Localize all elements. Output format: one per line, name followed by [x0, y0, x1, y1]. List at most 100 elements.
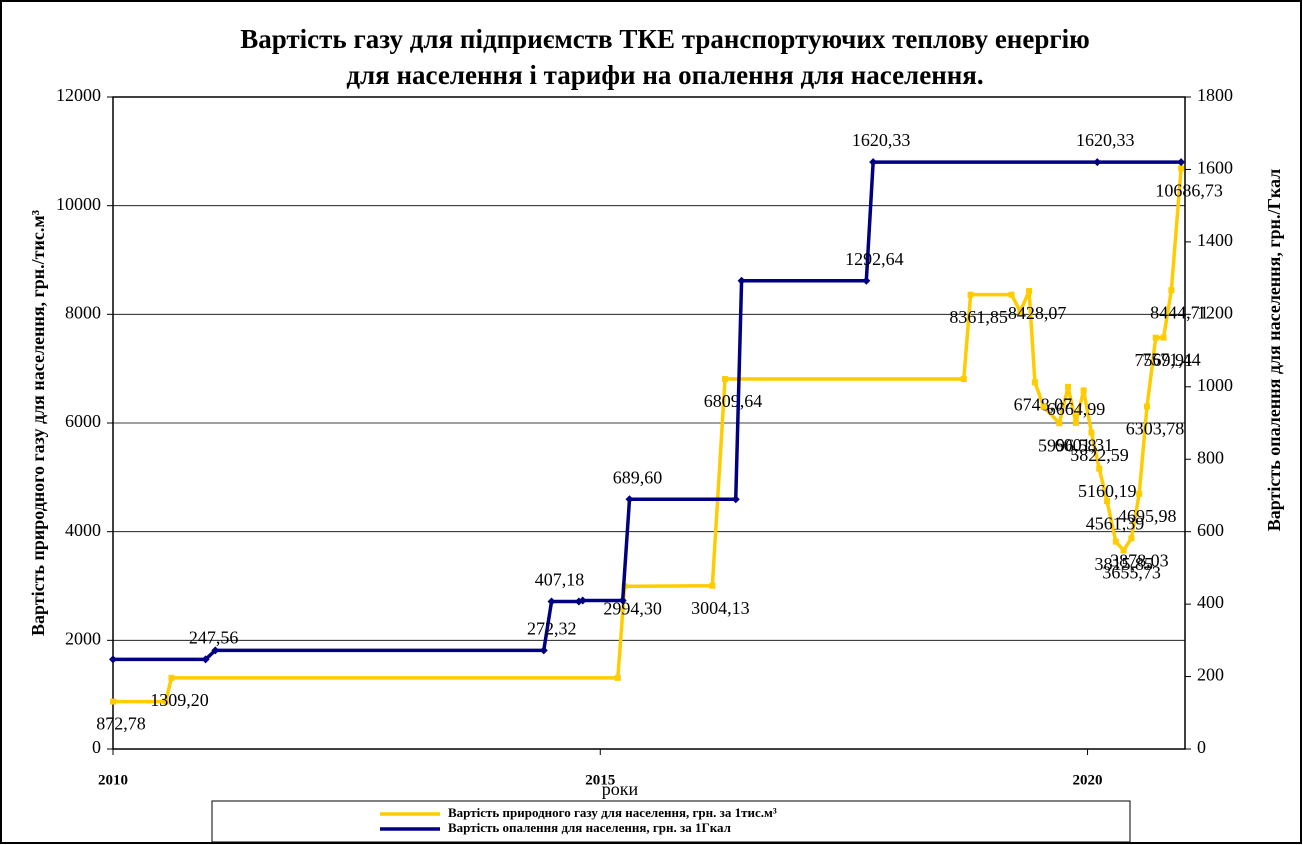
- y-tick-label: 8000: [65, 302, 101, 322]
- data-label: 1620,33: [852, 130, 911, 150]
- y2-axis-title: Вартість опалення для населення, грн./Гк…: [1264, 169, 1284, 532]
- marker: [1080, 387, 1087, 394]
- data-label: 272,32: [527, 618, 577, 638]
- y-axis-title: Вартість природного газу для населення, …: [28, 209, 48, 636]
- y2-tick-label: 1000: [1197, 375, 1233, 395]
- marker: [1056, 420, 1063, 427]
- marker: [578, 596, 587, 605]
- data-label: 407,18: [535, 570, 585, 590]
- data-label: 8361,85: [949, 307, 1008, 327]
- y-tick-label: 6000: [65, 411, 101, 431]
- marker: [1120, 547, 1127, 554]
- data-label: 3815,85: [1095, 554, 1154, 574]
- y-tick-label: 2000: [65, 628, 101, 648]
- marker: [1104, 498, 1111, 505]
- marker: [110, 698, 116, 705]
- marker: [201, 655, 210, 664]
- x-tick-label: 2015: [585, 772, 615, 788]
- marker: [869, 158, 878, 167]
- marker: [1096, 465, 1103, 472]
- marker: [1160, 334, 1167, 341]
- marker: [709, 582, 716, 589]
- marker: [1088, 429, 1095, 436]
- marker: [1026, 288, 1033, 295]
- marker: [1168, 287, 1175, 294]
- data-label: 5160,19: [1078, 481, 1137, 501]
- data-label: 7571,44: [1142, 350, 1201, 370]
- marker: [625, 495, 634, 504]
- data-label: 5822,59: [1070, 445, 1129, 465]
- marker: [960, 376, 967, 383]
- data-label: 1309,20: [150, 690, 209, 710]
- marker: [731, 495, 740, 504]
- y-tick-label: 12000: [56, 85, 101, 105]
- data-label: 2994,30: [603, 598, 662, 618]
- y2-tick-label: 0: [1197, 737, 1206, 757]
- marker: [1136, 490, 1143, 497]
- marker: [618, 596, 627, 605]
- data-label: 3878,03: [1110, 550, 1169, 570]
- y-tick-label: 4000: [65, 520, 101, 540]
- marker: [967, 291, 974, 298]
- marker: [547, 597, 556, 606]
- data-label: 4561,39: [1086, 513, 1145, 533]
- marker: [1177, 158, 1186, 167]
- data-label: 872,78: [96, 714, 146, 734]
- plot-area: [112, 96, 1186, 750]
- marker: [1008, 291, 1015, 298]
- data-label: 7569,91: [1135, 350, 1194, 370]
- marker: [1017, 308, 1024, 315]
- data-label: 6001,31: [1055, 435, 1114, 455]
- marker: [162, 698, 169, 705]
- data-label: 4695,98: [1118, 506, 1177, 526]
- marker: [1093, 158, 1102, 167]
- marker: [1128, 535, 1135, 542]
- marker: [737, 276, 746, 285]
- marker: [1031, 379, 1038, 386]
- legend-label: Вартість опалення для населення, грн. за…: [448, 820, 731, 835]
- y2-tick-label: 200: [1197, 665, 1224, 685]
- y2-tick-label: 600: [1197, 520, 1224, 540]
- x-axis-title: роки: [602, 779, 639, 799]
- y2-tick-label: 1400: [1197, 230, 1233, 250]
- data-label: 5996,58: [1038, 435, 1097, 455]
- y2-tick-label: 1800: [1197, 85, 1233, 105]
- y2-tick-label: 400: [1197, 592, 1224, 612]
- data-label: 689,60: [613, 467, 663, 487]
- data-label: 6303,78: [1126, 419, 1185, 439]
- legend: [211, 800, 1131, 843]
- y-tick-label: 10000: [56, 194, 101, 214]
- data-label: 8428,07: [1008, 303, 1067, 323]
- data-label: 6809,64: [704, 391, 763, 411]
- y-tick-label: 0: [92, 737, 101, 757]
- marker: [862, 276, 871, 285]
- series-line: [113, 168, 1183, 704]
- chart-title: Вартість газу для підприємств ТКЕ трансп…: [240, 24, 1090, 54]
- marker: [1152, 334, 1159, 341]
- marker: [1112, 538, 1119, 545]
- y2-tick-label: 1200: [1197, 302, 1233, 322]
- marker: [1040, 403, 1047, 410]
- marker: [1065, 383, 1072, 390]
- data-label: 1620,33: [1076, 130, 1135, 150]
- marker: [1143, 403, 1150, 410]
- data-label: 3004,13: [691, 598, 750, 618]
- x-tick-label: 2010: [98, 772, 128, 788]
- marker: [168, 674, 175, 681]
- data-label: 3655,73: [1102, 562, 1161, 582]
- chart-title: для населення і тарифи на опалення для н…: [346, 60, 983, 90]
- data-label: 8444,71: [1150, 302, 1209, 322]
- legend-label: Вартість природного газу для населення, …: [448, 805, 777, 820]
- data-label: 1292,64: [845, 249, 904, 269]
- marker: [1072, 419, 1079, 426]
- marker: [211, 646, 220, 655]
- y2-tick-label: 800: [1197, 447, 1224, 467]
- marker: [1178, 165, 1185, 172]
- data-label: 10686,73: [1155, 180, 1223, 200]
- y2-tick-label: 1600: [1197, 158, 1233, 178]
- marker: [722, 376, 729, 383]
- marker: [109, 655, 117, 664]
- marker: [539, 646, 548, 655]
